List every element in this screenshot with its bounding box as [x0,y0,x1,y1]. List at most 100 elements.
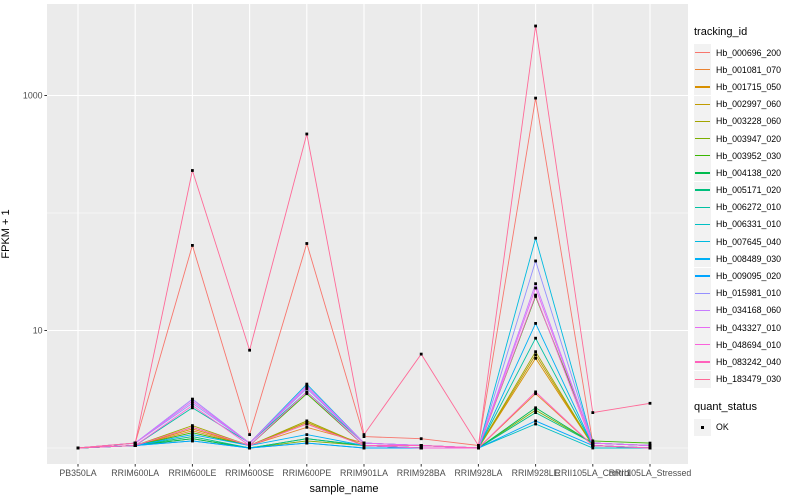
shape-legend-title: quant_status [694,400,757,413]
legend-key-swatch [694,198,711,216]
data-point [591,441,595,445]
legend-key-swatch [694,44,711,62]
legend-item-Hb_048694_010: Hb_048694_010 [694,336,798,354]
color-legend-title: tracking_id [694,26,748,38]
legend-item-label: Hb_007645_040 [716,236,782,247]
legend-item-label: Hb_083242_040 [716,356,782,367]
data-point [534,408,537,412]
legend-item-label: Hb_006272_010 [716,202,782,213]
x-tick-label: PB350LA [59,468,96,478]
x-tick-label: RRIM928LA [454,468,502,478]
legend-key-line [695,241,710,243]
data-point [305,387,309,390]
legend-item-Hb_002997_060: Hb_002997_060 [694,95,798,113]
data-point [362,444,366,447]
legend-key-swatch [694,61,711,79]
data-point [248,348,251,352]
y-tick-label: 1000 [23,91,43,101]
legend-key-line [695,189,710,191]
shape-legend-item: OK [694,418,798,436]
legend-key-swatch [694,78,711,96]
data-point [305,132,309,136]
data-point [534,286,537,290]
legend-item-label: Hb_001715_050 [716,81,782,92]
legend-item-label: Hb_002997_060 [716,99,782,110]
data-point [191,401,194,405]
legend-item-Hb_043327_010: Hb_043327_010 [694,319,798,337]
legend-item-Hb_009095_020: Hb_009095_020 [694,267,798,285]
legend-item-Hb_000696_200: Hb_000696_200 [694,44,798,62]
data-point [248,441,251,445]
data-point [305,433,309,436]
data-point [191,169,194,172]
x-tick-label: RRIM600LA [111,468,159,478]
legend-item-Hb_003228_060: Hb_003228_060 [694,112,798,130]
data-point [534,336,537,340]
legend-item-label: Hb_006331_010 [716,219,782,230]
data-point [648,401,652,405]
data-point [477,444,480,447]
legend-item-Hb_001715_050: Hb_001715_050 [694,78,798,96]
data-point [534,419,537,423]
legend-key-line [695,344,710,346]
x-tick-label: RRIM928BA [397,468,446,478]
legend-key-line [695,86,710,88]
legend-item-label: Hb_004138_020 [716,167,782,178]
data-point [191,429,194,433]
data-point [191,427,194,431]
data-point [305,437,309,441]
x-tick-label: RRIM928LE [512,468,560,478]
legend-item-Hb_007645_040: Hb_007645_040 [694,233,798,251]
ok-point-swatch [694,418,711,436]
data-point [305,425,309,429]
legend-item-Hb_004138_020: Hb_004138_020 [694,164,798,182]
x-tick-label: RRII105LA_Stressed [609,468,692,478]
legend-item-label: Hb_043327_010 [716,322,782,333]
legend-key-line [695,103,710,105]
data-point [534,406,537,410]
data-point [419,352,423,356]
data-point [305,421,309,424]
legend-item-Hb_083242_040: Hb_083242_040 [694,353,798,371]
data-point [419,437,423,441]
x-tick-label: RRII105LA_Control [555,468,631,478]
x-tick-label: RRIM901LA [340,468,388,478]
legend-item-Hb_006331_010: Hb_006331_010 [694,215,798,233]
data-point [133,444,137,447]
data-point [534,293,537,297]
legend-key-line [695,361,710,363]
data-point [191,424,194,427]
legend-key-swatch [694,130,711,148]
legend-key-line [695,137,710,140]
legend-item-Hb_034168_060: Hb_034168_060 [694,301,798,319]
data-point [248,444,251,447]
legend-key-line [695,326,710,329]
data-point [305,392,309,396]
legend-item-label: Hb_003228_060 [716,116,782,127]
data-point [362,441,366,445]
x-tick-label: RRIM600SE [225,468,274,478]
data-point [248,433,251,436]
black-square-point-icon [700,425,705,430]
data-point [648,441,652,445]
data-point [191,437,194,441]
shape-legend-items: OK [694,418,798,436]
legend-key-line [695,378,710,380]
shape-legend-item-label: OK [716,422,729,433]
data-point [191,406,194,410]
legend-item-label: Hb_008489_030 [716,253,782,264]
legend-item-label: Hb_034168_060 [716,305,782,316]
data-point [648,446,652,450]
data-point [305,242,309,245]
data-point [534,24,537,28]
data-point [534,356,537,360]
legend-panel: tracking_id Hb_000696_200 Hb_001081_070 Hb… [694,26,798,436]
data-point [305,419,309,423]
legend-key-swatch [694,95,711,113]
data-point [191,431,194,435]
data-point [191,397,194,401]
legend-item-label: Hb_001081_070 [716,64,782,75]
data-point [591,439,595,443]
legend-key-swatch [694,215,711,233]
legend-item-label: Hb_009095_020 [716,271,782,282]
